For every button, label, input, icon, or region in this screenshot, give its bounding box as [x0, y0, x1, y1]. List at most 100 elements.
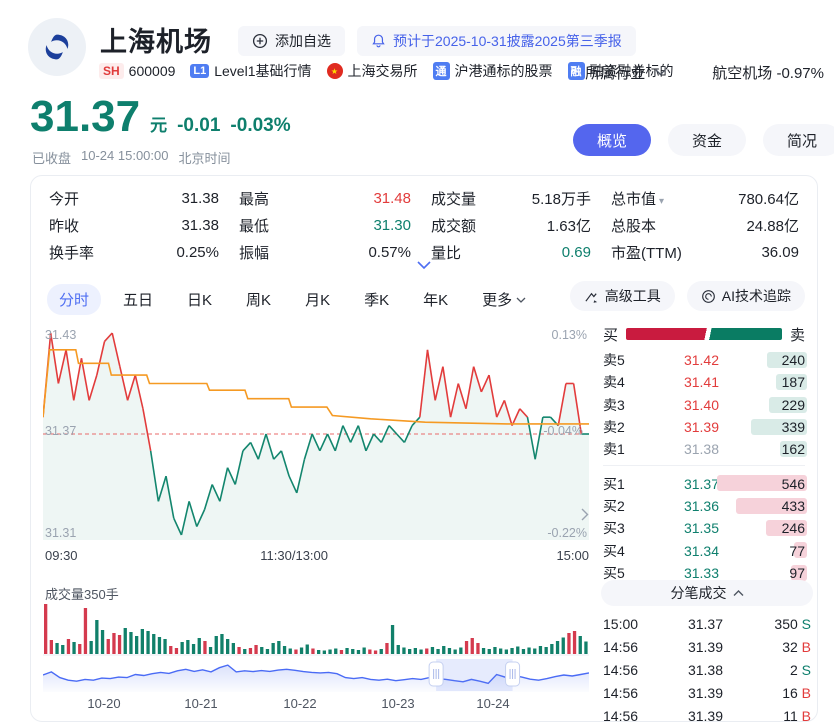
buy-row[interactable]: 买3 31.35 246: [603, 517, 807, 539]
industry-value[interactable]: 航空机场 -0.97%: [712, 65, 824, 82]
quote-datetime: 10-24 15:00:00: [81, 148, 169, 163]
level-price: 31.36: [683, 497, 719, 514]
stat-label: 成交额: [431, 218, 477, 235]
buy-row[interactable]: 买1 31.37 546: [603, 472, 807, 494]
order-book-rows: 卖5 31.42 240 卖4 31.41 187 卖3 31.40 229 卖2 31.39 339…: [603, 349, 807, 584]
tool-AI技术追踪[interactable]: AI技术追踪: [686, 281, 805, 311]
chart-tab-周K[interactable]: 周K: [246, 292, 272, 309]
stat-总股本: 总股本 24.88亿: [611, 212, 799, 239]
buy-row[interactable]: 买2 31.36 433: [603, 495, 807, 517]
stats-column: 今开 31.38 昨收 31.38 换手率 0.25%: [49, 185, 219, 266]
tick-time: 14:56: [603, 661, 639, 678]
tick-panel-header[interactable]: 分笔成交: [601, 580, 813, 606]
tick-price: 31.38: [687, 661, 723, 678]
current-price: 31.37: [30, 92, 141, 141]
level-label: 卖4: [603, 374, 625, 391]
stat-value: 24.88亿: [746, 218, 799, 235]
tool-label: 高级工具: [604, 288, 661, 304]
add-watchlist-button[interactable]: 添加自选: [238, 26, 345, 56]
stats-expand-button[interactable]: [417, 261, 431, 270]
tick-time: 15:00: [603, 615, 639, 632]
tick-volume: 350 S: [774, 615, 811, 632]
view-tabs: 概览 资金 简况: [573, 124, 834, 156]
advanced-tools-icon: [585, 292, 597, 303]
view-tab-简况[interactable]: 简况: [763, 124, 834, 156]
range-navigator[interactable]: [43, 658, 589, 694]
stat-value: 0.57%: [368, 244, 411, 261]
level-label: 买3: [603, 520, 625, 537]
caret-down-icon: ▾: [659, 196, 665, 207]
chart-tab-季K[interactable]: 季K: [364, 292, 390, 309]
tick-row: 15:00 31.37 350 S: [603, 612, 811, 635]
stat-换手率: 换手率 0.25%: [49, 239, 219, 266]
earnings-notice-text: 预计于2025-10-31披露2025第三季报: [393, 33, 622, 49]
level-volume: 339: [781, 419, 805, 436]
buy-row[interactable]: 买4 31.34 77: [603, 539, 807, 561]
price-change: -0.01: [177, 115, 221, 136]
tag-label: 融资融券标的: [589, 63, 674, 79]
sell-row[interactable]: 卖3 31.40 229: [603, 394, 807, 416]
navigator-dates: 10-20 10-21 10-22 10-23 10-24: [43, 696, 589, 712]
stock-tag: 融融资融券标的: [567, 61, 674, 81]
time-close: 15:00: [556, 548, 589, 563]
time-open: 09:30: [45, 548, 78, 563]
level-volume: 162: [781, 441, 805, 458]
tick-row: 14:56 31.38 2 S: [603, 658, 811, 681]
sell-row[interactable]: 卖4 31.41 187: [603, 371, 807, 393]
stat-value: 780.64亿: [738, 191, 799, 208]
depth-bar: [767, 352, 807, 368]
stat-label: 总股本: [611, 218, 657, 235]
depth-bar: [717, 475, 807, 492]
stat-value: 0.25%: [176, 244, 219, 261]
stat-label: 总市值 ▾: [611, 191, 665, 208]
stat-value: 0.69: [561, 244, 591, 261]
stat-今开: 今开 31.38: [49, 185, 219, 212]
stat-总市值[interactable]: 总市值 ▾ 780.64亿: [611, 185, 799, 212]
chart-tab-年K[interactable]: 年K: [423, 292, 449, 309]
stock-tag: L1 Level1基础行情: [190, 61, 312, 81]
plus-circle-icon: [252, 33, 268, 49]
chevron-up-icon: [733, 589, 743, 596]
tick-price: 31.39: [687, 684, 723, 701]
sell-row[interactable]: 卖2 31.39 339: [603, 416, 807, 438]
chart-tab-月K[interactable]: 月K: [305, 292, 331, 309]
view-tab-概览[interactable]: 概览: [573, 124, 651, 156]
stat-成交额: 成交额 1.63亿: [431, 212, 591, 239]
tick-row: 14:56 31.39 32 B: [603, 635, 811, 658]
tick-volume: 11 B: [783, 707, 811, 724]
order-book-header: 买 卖: [603, 324, 805, 344]
chart-tab-五日[interactable]: 五日: [123, 292, 154, 309]
chevron-down-icon: [516, 297, 526, 303]
tick-row: 14:56 31.39 16 B: [603, 681, 811, 704]
stat-value: 31.30: [373, 217, 411, 234]
chart-tab-分时[interactable]: 分时: [47, 284, 102, 315]
level-volume: 77: [789, 542, 805, 559]
stat-label: 量比: [431, 245, 462, 262]
level-price: 31.34: [683, 542, 719, 559]
tool-高级工具[interactable]: 高级工具: [569, 281, 675, 311]
tick-time: 14:56: [603, 684, 639, 701]
tag-badge: L1: [190, 64, 210, 78]
panel-expand-arrow[interactable]: [581, 508, 589, 521]
stat-label: 最高: [239, 191, 270, 208]
earnings-notice[interactable]: 预计于2025-10-31披露2025第三季报: [357, 26, 636, 56]
level-price: 31.38: [683, 441, 719, 458]
level-volume: 246: [781, 520, 805, 537]
tick-side: B: [801, 638, 811, 655]
tick-side: S: [801, 661, 811, 678]
level-volume: 97: [789, 564, 805, 581]
intraday-chart[interactable]: 31.43 0.13% 31.37 -0.04% 31.31 -0.22%: [43, 328, 589, 540]
buy-row[interactable]: 买5 31.33 97: [603, 562, 807, 584]
market-status: 已收盘: [32, 151, 72, 166]
view-tab-资金[interactable]: 资金: [668, 124, 746, 156]
chart-tab-日K[interactable]: 日K: [187, 292, 213, 309]
chart-tab-更多[interactable]: 更多: [470, 284, 538, 315]
industry-label: 所属行业: [585, 65, 646, 82]
sell-row[interactable]: 卖5 31.42 240: [603, 349, 807, 371]
industry-block[interactable]: 所属行业 航空机场 -0.97%: [585, 62, 824, 83]
tick-price: 31.39: [687, 638, 723, 655]
time-midday: 11:30/13:00: [260, 548, 329, 563]
sell-row[interactable]: 卖1 31.38 162: [603, 438, 807, 460]
volume-chart[interactable]: [43, 600, 589, 656]
level-volume: 229: [781, 396, 805, 413]
